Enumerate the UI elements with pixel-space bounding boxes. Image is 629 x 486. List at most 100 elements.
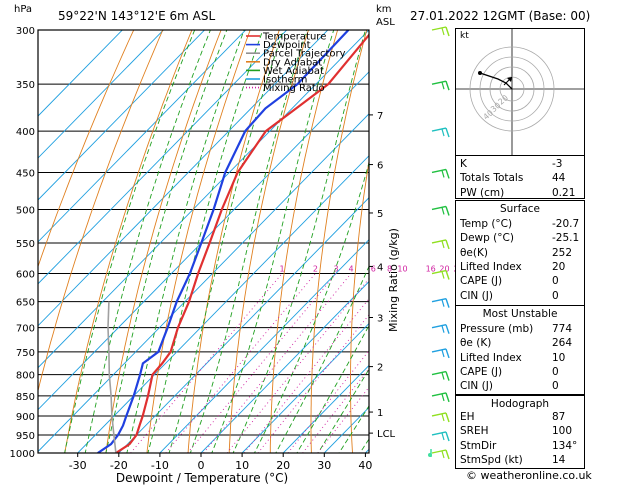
pressure-tick-label: 900: [16, 412, 35, 423]
wind-barb: [431, 269, 447, 275]
index-row: PW (cm) 0.21: [460, 187, 580, 200]
hodograph-ring: [469, 46, 555, 132]
wind-barb: [445, 206, 450, 216]
surface-panel: Surface Temp (°C) -20.7 Dewp (°C) -25.1 θe(K…: [455, 200, 585, 306]
dry-adiabat-line: [187, 30, 280, 453]
mixing-ratio-line: [187, 273, 337, 453]
most-unstable-value: 10: [552, 351, 566, 364]
wind-barb: [441, 27, 445, 36]
wind-barb: [445, 239, 450, 250]
isotherm-line: [38, 30, 288, 285]
isotherm-line: [200, 280, 369, 453]
x-tick-label: 0: [198, 459, 205, 472]
y-axis-label: Mixing Ratio (g/kg): [387, 228, 400, 332]
mixing-ratio-line: [257, 314, 369, 453]
surface-row: CIN (J) 0: [460, 290, 580, 303]
plot-area: [38, 30, 369, 453]
most-unstable-value: 0: [552, 365, 559, 378]
surface-row: Temp (°C) -20.7: [460, 218, 580, 231]
most-unstable-row: CAPE (J) 0: [460, 366, 580, 379]
x-tick-label: -10: [151, 459, 169, 472]
wet-adiabat-line: [211, 30, 335, 453]
surface-value: 20: [552, 260, 566, 273]
dry-adiabat-line: [146, 30, 251, 453]
mixing-ratio-label: 10: [397, 265, 407, 274]
most-unstable-panel: Most Unstable Pressure (mb) 774 θe (K) 264 L…: [455, 305, 585, 395]
location-label: 59°22'N 143°12'E 6m ASL: [58, 9, 216, 23]
wind-barb: [431, 324, 447, 329]
hodograph-stat-row: EH 87: [460, 411, 580, 424]
surface-value: 252: [552, 246, 573, 259]
dry-adiabat-line: [228, 30, 309, 453]
temperature-line: [115, 33, 369, 453]
pressure-tick-label: 650: [16, 298, 35, 309]
hodograph-stat-value: 87: [552, 411, 566, 423]
hodograph-table-panel: Hodograph EH 87 SREH 100 StmDir 134° StmSpd (k…: [455, 395, 585, 469]
wind-barb: [445, 298, 450, 308]
km-tick-label: LCL: [377, 429, 396, 440]
index-row: Totals Totals 44: [460, 172, 580, 185]
mixing-ratio-line: [165, 273, 316, 453]
pressure-tick-label: 500: [16, 205, 35, 216]
mixing-ratio-label: 1: [280, 265, 285, 274]
most-unstable-key: CAPE (J): [460, 365, 503, 378]
pressure-tick-label: 1000: [10, 449, 35, 460]
hodograph-point: [478, 71, 482, 75]
wind-barb: [431, 297, 447, 303]
most-unstable-title: Most Unstable: [482, 308, 558, 320]
wind-barb: [431, 26, 447, 31]
surface-row: Dewp (°C) -25.1: [460, 232, 580, 245]
mixing-ratio-label: 20: [439, 265, 449, 274]
dry-adiabat-line: [38, 30, 164, 393]
wet-adiabat-line: [296, 324, 369, 453]
wind-barb: [441, 240, 445, 249]
wind-barb: [431, 239, 447, 244]
wind-barb: [441, 393, 445, 402]
wind-barb: [441, 128, 445, 137]
legend-label: Dry Adiabat: [263, 57, 322, 68]
pressure-tick-label: 600: [16, 270, 35, 281]
hodograph-stat-value: 100: [552, 425, 573, 438]
km-tick-label: 3: [377, 314, 383, 325]
mixing-ratio-line: [203, 273, 352, 453]
wind-barb: [441, 349, 445, 358]
legend-label: Temperature: [262, 32, 326, 43]
wind-barb: [445, 26, 450, 37]
mixing-ratio-label: 4: [349, 265, 354, 274]
most-unstable-key: Lifted Index: [460, 351, 522, 364]
wind-barb: [445, 169, 450, 179]
hodograph-stat-key: SREH: [460, 425, 489, 438]
km-tick-label: 5: [377, 209, 383, 220]
hodograph-table-title: Hodograph: [490, 398, 550, 410]
hodograph-stat-row: SREH 100: [460, 425, 580, 438]
index-key: Totals Totals: [460, 172, 524, 185]
index-key: PW (cm): [460, 186, 505, 199]
wind-barb: [431, 392, 447, 397]
surface-title: Surface: [499, 203, 540, 215]
x-tick-label: 30: [317, 459, 331, 472]
pressure-tick-label: 950: [16, 431, 35, 442]
hodograph-stat-row: StmSpd (kt) 14: [460, 454, 580, 467]
wet-adiabat-line: [126, 30, 245, 453]
wind-barb: [431, 431, 447, 436]
index-value: 44: [552, 172, 566, 185]
most-unstable-key: θe (K): [460, 337, 492, 350]
wet-adiabat-line: [189, 30, 308, 453]
pressure-tick-label: 450: [16, 168, 35, 179]
mixing-ratio-label: 3: [333, 265, 338, 274]
wind-barb: [445, 324, 450, 334]
plot-frame: [37, 29, 370, 454]
dry-adiabat-line: [38, 30, 135, 268]
legend-label: Wet Adiabat: [263, 66, 324, 77]
hpa-unit-label: hPa: [14, 4, 33, 15]
surface-key: θe(K): [460, 246, 488, 259]
pressure-tick-label: 800: [16, 371, 35, 382]
mixing-ratio-label: 8: [387, 265, 392, 274]
legend-label: Mixing Ratio: [263, 83, 325, 94]
surface-value: -20.7: [552, 218, 580, 230]
parcel-trajectory-line: [107, 301, 117, 453]
mixing-ratio-line: [287, 349, 369, 453]
isotherm-line: [241, 322, 369, 453]
hodograph-ring: [479, 56, 545, 122]
most-unstable-row: CIN (J) 0: [460, 380, 580, 393]
